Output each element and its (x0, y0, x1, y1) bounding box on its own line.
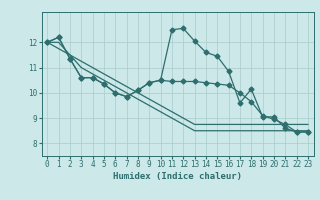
X-axis label: Humidex (Indice chaleur): Humidex (Indice chaleur) (113, 172, 242, 181)
